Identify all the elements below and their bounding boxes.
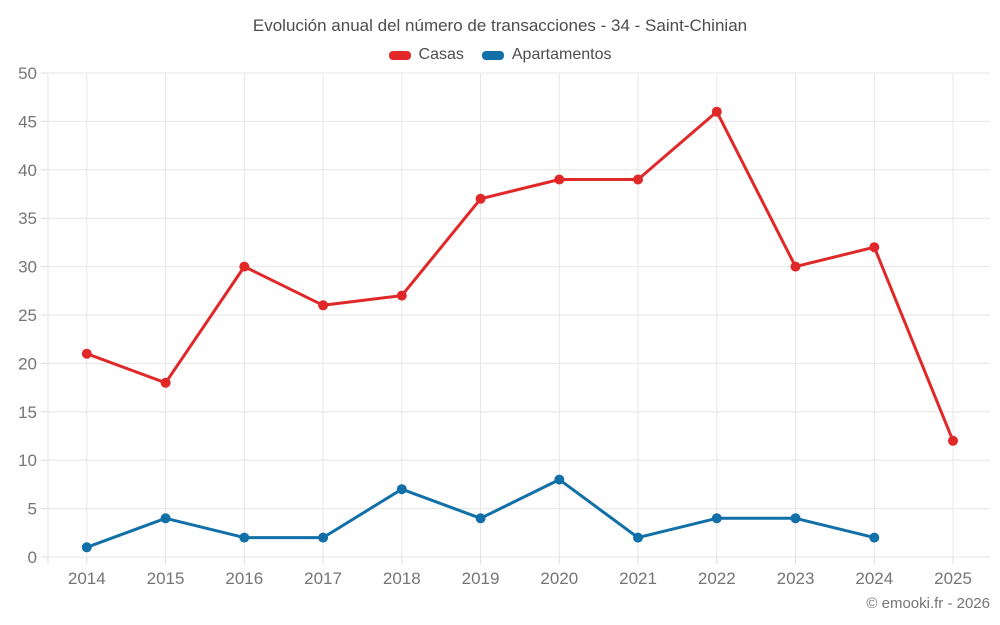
casas-point-2015[interactable]: [160, 377, 171, 388]
casas-point-2023[interactable]: [790, 261, 801, 272]
casas-point-2014[interactable]: [81, 348, 92, 359]
svg-text:2023: 2023: [777, 569, 815, 588]
apartamentos-point-2016[interactable]: [239, 532, 250, 543]
svg-text:0: 0: [28, 548, 37, 567]
apartamentos-point-2019[interactable]: [475, 513, 486, 524]
apartamentos-point-2017[interactable]: [318, 532, 329, 543]
casas-swatch-icon: [388, 50, 411, 60]
svg-text:10: 10: [18, 451, 37, 470]
casas-point-2017[interactable]: [318, 300, 329, 311]
legend-item-casas[interactable]: Casas: [388, 46, 464, 64]
svg-text:2014: 2014: [68, 569, 106, 588]
svg-text:30: 30: [18, 258, 37, 277]
apartamentos-point-2022[interactable]: [711, 513, 722, 524]
apartamentos-point-2015[interactable]: [160, 513, 171, 524]
svg-text:40: 40: [18, 161, 37, 180]
casas-point-2018[interactable]: [396, 290, 407, 301]
svg-text:2017: 2017: [304, 569, 342, 588]
casas-point-2022[interactable]: [711, 106, 722, 117]
apartamentos-swatch-icon: [481, 50, 504, 60]
svg-text:2019: 2019: [462, 569, 500, 588]
series-casas: [81, 106, 958, 446]
svg-text:45: 45: [18, 112, 37, 131]
chart-legend: Casas Apartamentos: [0, 46, 1000, 64]
casas-line: [85, 110, 955, 443]
svg-text:2022: 2022: [698, 569, 736, 588]
casas-point-2016[interactable]: [239, 261, 250, 272]
footer-credit: © emooki.fr - 2026: [866, 595, 990, 612]
casas-point-2020[interactable]: [554, 174, 565, 185]
legend-item-apartamentos[interactable]: Apartamentos: [481, 46, 612, 64]
svg-text:2021: 2021: [619, 569, 657, 588]
apartamentos-point-2020[interactable]: [554, 474, 565, 485]
svg-text:25: 25: [18, 306, 37, 325]
y-axis-labels: 0 5 10 15 20 25 30 35 40 45 50: [18, 64, 37, 567]
svg-text:15: 15: [18, 403, 37, 422]
grid-lines: [47, 72, 990, 558]
svg-text:2025: 2025: [934, 569, 972, 588]
svg-text:35: 35: [18, 209, 37, 228]
casas-point-2025[interactable]: [948, 435, 958, 446]
series-apartamentos: [81, 474, 880, 553]
svg-text:50: 50: [18, 64, 37, 83]
axis-ticks: [41, 72, 954, 564]
svg-text:5: 5: [28, 500, 37, 519]
svg-text:2015: 2015: [147, 569, 185, 588]
svg-text:2024: 2024: [855, 569, 893, 588]
apartamentos-point-2024[interactable]: [869, 532, 880, 543]
svg-text:20: 20: [18, 354, 37, 373]
casas-point-2019[interactable]: [475, 193, 486, 204]
x-axis-labels: 2014 2015 2016 2017 2018 2019 2020 2021 2022 2023…: [68, 569, 972, 588]
legend-label-casas: Casas: [418, 46, 464, 63]
casas-point-2024[interactable]: [869, 242, 880, 253]
svg-text:2020: 2020: [540, 569, 578, 588]
legend-label-apartamentos: Apartamentos: [511, 46, 612, 63]
apartamentos-point-2014[interactable]: [81, 542, 92, 553]
chart-title: Evolución anual del número de transaccio…: [252, 16, 748, 35]
svg-text:2016: 2016: [225, 569, 263, 588]
casas-point-2021[interactable]: [633, 174, 643, 185]
apartamentos-point-2018[interactable]: [396, 484, 407, 495]
apartamentos-point-2021[interactable]: [633, 532, 643, 543]
svg-text:2018: 2018: [383, 569, 421, 588]
apartamentos-point-2023[interactable]: [790, 513, 801, 524]
